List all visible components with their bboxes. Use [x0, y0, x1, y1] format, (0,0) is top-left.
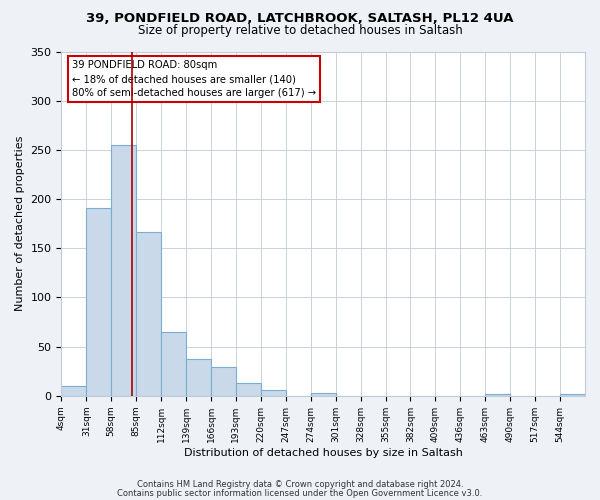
- Text: Size of property relative to detached houses in Saltash: Size of property relative to detached ho…: [137, 24, 463, 37]
- X-axis label: Distribution of detached houses by size in Saltash: Distribution of detached houses by size …: [184, 448, 463, 458]
- Text: 39 PONDFIELD ROAD: 80sqm
← 18% of detached houses are smaller (140)
80% of semi-: 39 PONDFIELD ROAD: 80sqm ← 18% of detach…: [72, 60, 316, 98]
- Text: 39, PONDFIELD ROAD, LATCHBROOK, SALTASH, PL12 4UA: 39, PONDFIELD ROAD, LATCHBROOK, SALTASH,…: [86, 12, 514, 26]
- Bar: [560, 394, 585, 396]
- Bar: [211, 368, 236, 396]
- Bar: [311, 393, 335, 396]
- Bar: [161, 332, 186, 396]
- Bar: [111, 145, 136, 396]
- Bar: [236, 383, 261, 396]
- Text: Contains public sector information licensed under the Open Government Licence v3: Contains public sector information licen…: [118, 488, 482, 498]
- Y-axis label: Number of detached properties: Number of detached properties: [15, 136, 25, 312]
- Bar: [86, 208, 111, 396]
- Bar: [136, 232, 161, 396]
- Bar: [61, 386, 86, 396]
- Bar: [186, 360, 211, 396]
- Bar: [485, 394, 510, 396]
- Text: Contains HM Land Registry data © Crown copyright and database right 2024.: Contains HM Land Registry data © Crown c…: [137, 480, 463, 489]
- Bar: [261, 390, 286, 396]
